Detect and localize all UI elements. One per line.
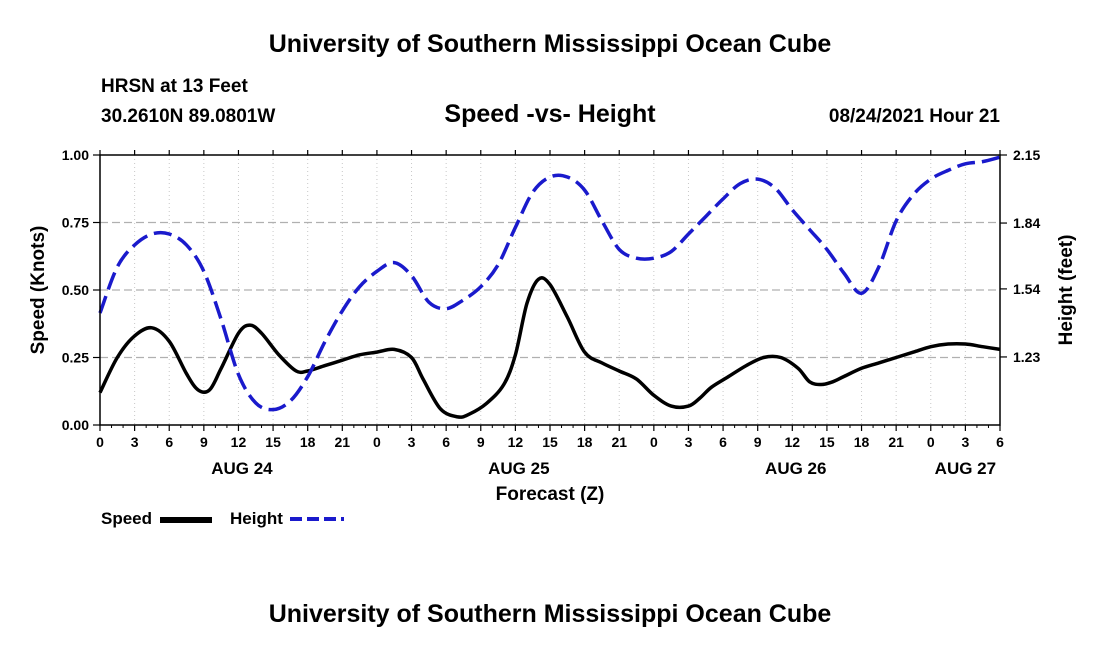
x-tick-label: 9 <box>200 434 208 450</box>
y-right-tick-label: 1.54 <box>1013 281 1040 297</box>
x-tick-label: 15 <box>819 434 835 450</box>
x-tick-label: 15 <box>265 434 281 450</box>
x-tick-label: 15 <box>542 434 558 450</box>
x-tick-label: 18 <box>854 434 870 450</box>
x-tick-label: 21 <box>888 434 904 450</box>
chart-title-top: University of Southern Mississippi Ocean… <box>268 30 832 58</box>
x-tick-label: 3 <box>685 434 693 450</box>
station-label: HRSN at 13 Feet <box>101 76 248 97</box>
y-tick-label: 0.50 <box>62 282 89 298</box>
x-tick-label: 18 <box>577 434 593 450</box>
y-tick-label: 1.00 <box>62 147 89 163</box>
station-coords: 30.2610N 89.0801W <box>101 106 276 127</box>
x-tick-label: 3 <box>131 434 139 450</box>
x-tick-label: 6 <box>442 434 450 450</box>
x-tick-label: 9 <box>477 434 485 450</box>
date-label: AUG 25 <box>488 459 549 478</box>
x-tick-label: 21 <box>335 434 351 450</box>
y-tick-label: 0.75 <box>62 215 89 231</box>
legend-height-swatch <box>290 517 344 521</box>
x-tick-label: 12 <box>231 434 247 450</box>
series-line-speed <box>98 276 1001 419</box>
forecast-date: 08/24/2021 Hour 21 <box>828 106 1000 127</box>
x-tick-label: 3 <box>408 434 416 450</box>
y-tick-label: 0.00 <box>62 417 89 433</box>
y-right-tick-label: 1.84 <box>1013 215 1040 231</box>
x-tick-label: 3 <box>961 434 969 450</box>
x-tick-label: 0 <box>650 434 658 450</box>
x-tick-label: 0 <box>927 434 935 450</box>
y-axis-title: Speed (Knots) <box>28 226 49 355</box>
chart-title-bottom: University of Southern Mississippi Ocean… <box>268 600 832 628</box>
legend-speed-label: Speed <box>101 509 153 528</box>
x-tick-label: 18 <box>300 434 316 450</box>
y-tick-label: 0.25 <box>62 350 89 366</box>
y-right-tick-label: 1.23 <box>1013 349 1040 365</box>
x-tick-label: 6 <box>165 434 173 450</box>
series-line-height <box>98 155 1001 412</box>
x-tick-label: 0 <box>373 434 381 450</box>
chart-subtitle: Speed -vs- Height <box>444 100 656 128</box>
x-tick-label: 6 <box>996 434 1004 450</box>
x-tick-label: 12 <box>785 434 801 450</box>
date-label: AUG 27 <box>935 459 996 478</box>
legend-height-label: Height <box>230 509 283 528</box>
legend-speed-swatch <box>160 517 212 523</box>
x-tick-label: 12 <box>508 434 524 450</box>
x-axis-title: Forecast (Z) <box>496 484 605 505</box>
date-label: AUG 26 <box>765 459 826 478</box>
x-tick-label: 6 <box>719 434 727 450</box>
date-label: AUG 24 <box>211 459 273 478</box>
x-tick-label: 9 <box>754 434 762 450</box>
y-right-tick-label: 2.15 <box>1013 147 1040 163</box>
x-tick-label: 21 <box>611 434 627 450</box>
y-right-axis-title: Height (feet) <box>1056 235 1077 346</box>
x-tick-label: 0 <box>96 434 104 450</box>
